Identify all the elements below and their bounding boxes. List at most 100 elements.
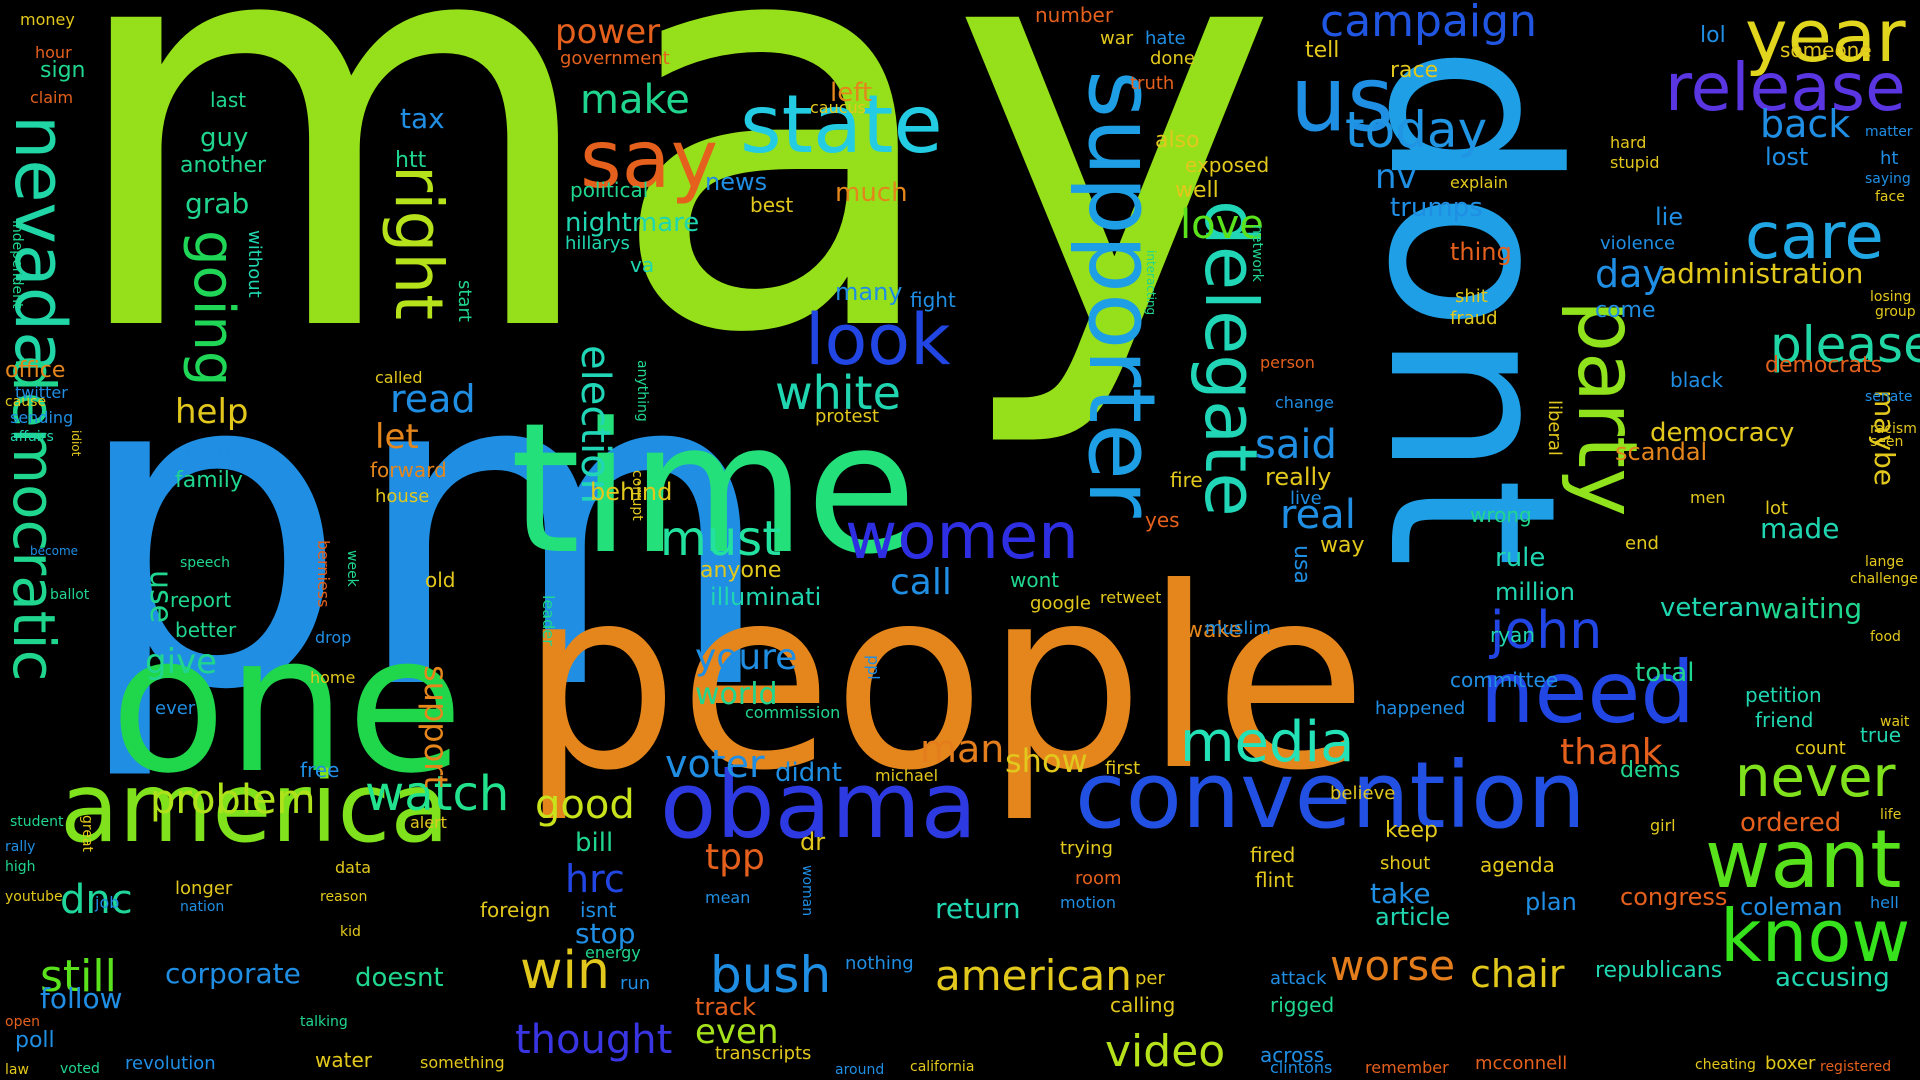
word-track: track [695,993,757,1021]
word-good: good [535,782,635,828]
word-read: read [390,377,476,421]
word-motion: motion [1060,893,1117,912]
word-media: media [1180,710,1355,775]
word-shit: shit [1455,286,1488,307]
word-plan: plan [1525,888,1577,916]
word-become: become [30,544,79,558]
word-way: way [1320,533,1365,558]
word-michael: michael [875,766,939,785]
word-leader: leader [539,595,558,646]
word-explain: explain [1450,173,1509,192]
word-know: know [1720,894,1911,978]
word-men: men [1690,488,1726,507]
word-reason: reason [320,889,368,905]
word-liberal: liberal [1544,400,1565,456]
word-going: going [181,230,246,387]
word-better: better [175,618,237,642]
word-corporate: corporate [165,957,301,990]
word-hillarys: hillarys [565,233,630,254]
word-tpp: tpp [705,837,765,878]
word-ever: ever [155,698,196,719]
word-senate: senate [1865,389,1913,405]
word-flint: flint [1255,868,1294,892]
word-black: black [1670,368,1724,392]
word-affairs: affairs [10,429,54,445]
word-rigged: rigged [1270,993,1335,1017]
word-caucus: caucus [810,98,867,117]
word-transcripts: transcripts [715,1043,812,1064]
word-worse: worse [1330,941,1456,990]
word-truth: truth [1130,73,1175,94]
word-free: free [300,758,340,782]
word-attack: attack [1270,968,1327,989]
word-talking: talking [300,1014,348,1030]
word-guy: guy [200,123,249,153]
word-google: google [1030,593,1091,614]
word-claim: claim [30,88,74,107]
word-congress: congress [1620,883,1728,911]
word-many: many [835,278,903,306]
word-without: without [244,230,265,298]
word-cause: cause [5,394,47,410]
word-really: really [1265,463,1332,491]
word-best: best [750,193,794,217]
word-sending: sending [10,408,74,427]
word-release: release [1665,49,1906,126]
word-dr: dr [800,828,826,856]
word-say: say [580,113,719,206]
word-mcconnell: mcconnell [1475,1053,1568,1074]
word-also: also [1155,128,1200,153]
word-ordered: ordered [1740,808,1842,838]
word-count: count [1795,738,1846,759]
word-video: video [1105,1026,1226,1077]
word-care: care [1745,200,1884,274]
word-veteran: veteran [1660,593,1761,623]
word-thank: thank [1560,732,1663,773]
word-love: love [1180,202,1264,248]
word-fired: fired [1250,843,1296,867]
word-hard: hard [1610,133,1647,152]
word-protest: protest [815,406,880,427]
word-give: give [145,642,218,682]
word-saying: saying [1865,171,1911,187]
word-alert: alert [410,813,447,832]
word-boxer: boxer [1765,1053,1816,1074]
word-campaign: campaign [1320,0,1537,47]
word-speech: speech [180,555,230,571]
word-back: back [1760,102,1851,146]
word-total: total [1635,658,1695,688]
word-make: make [580,77,690,123]
word-isnt: isnt [580,898,617,922]
word-lol: lol [1700,23,1726,48]
word-support: support [417,665,455,788]
word-number: number [1035,3,1114,27]
word-wrong: wrong [1470,503,1532,527]
word-call: call [890,562,952,603]
word-independent: independent [9,220,25,309]
word-power: power [555,12,661,52]
word-said: said [1255,422,1337,468]
word-let: let [375,417,419,457]
word-va: va [630,253,655,277]
word-us: us [1290,47,1394,152]
word-accusing: accusing [1775,963,1890,993]
word-anyone: anyone [700,558,782,583]
word-tax: tax [400,102,445,135]
word-believe: believe [1330,783,1396,804]
word-grab: grab [185,187,250,220]
word-left: left [830,78,873,108]
word-losing: losing [1870,289,1912,305]
word-right: right [380,165,457,321]
word-done: done [1150,48,1195,69]
word-true: true [1860,723,1902,747]
word-women: women [845,500,1079,574]
word-ppl: ppl [864,655,883,680]
word-registered: registered [1820,1059,1892,1075]
word-per: per [1135,968,1165,989]
word-something: something [420,1053,505,1072]
word-muslim: muslim [1205,618,1271,639]
word-ryan: ryan [1490,623,1535,647]
word-seen: seen [1870,434,1904,450]
word-keep: keep [1385,818,1438,843]
